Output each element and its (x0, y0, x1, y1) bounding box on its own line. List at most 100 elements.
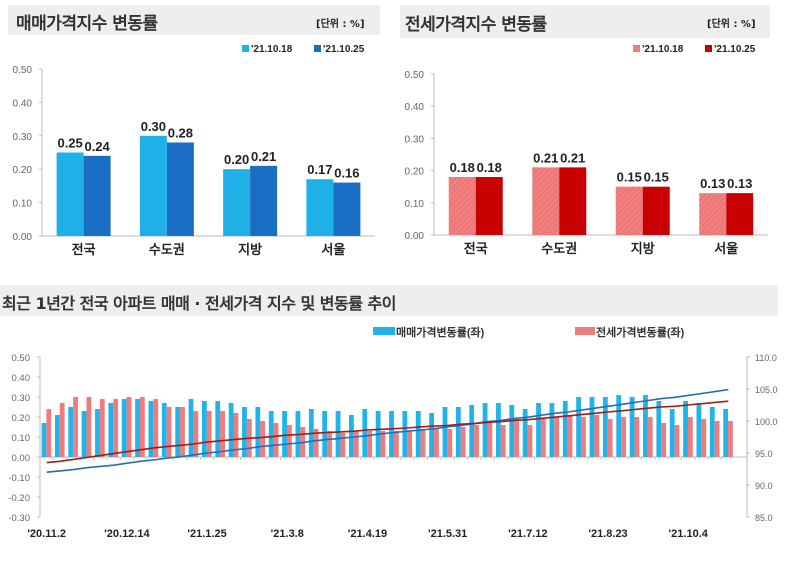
bar-sale-1 (83, 155, 111, 236)
jeonse-change-bar (233, 413, 239, 457)
data-label: 0.24 (84, 139, 110, 154)
sale-change-bar (282, 411, 287, 457)
data-label: 0.17 (307, 162, 332, 177)
sale-change-bar (496, 403, 501, 457)
x-tick-label: '20.12.14 (104, 528, 150, 540)
sale-index-line (46, 388, 729, 473)
category-label: 지방 (631, 241, 655, 256)
data-label: 0.13 (700, 176, 725, 191)
sale-change-bar (589, 397, 595, 457)
jeonse-change-bar (540, 419, 546, 457)
sale-change-bar (522, 409, 528, 457)
jeonse-change-bar (139, 397, 145, 457)
jeonse-change-bar (273, 423, 279, 457)
data-label: 0.28 (168, 125, 193, 140)
jeonse-change-bar (621, 417, 626, 457)
right-y-tick-label: 105.0 (755, 385, 778, 395)
sale-change-bar (81, 411, 87, 457)
left-y-tick-label: 0.20 (12, 413, 31, 424)
y-tick-label: 0.30 (405, 134, 425, 145)
left-y-tick-label: -0.30 (8, 513, 30, 524)
data-label: 0.21 (533, 150, 558, 165)
left-y-tick-label: 0.10 (12, 433, 31, 444)
sale-change-bar (643, 395, 648, 457)
y-tick-label: 0.00 (405, 231, 425, 242)
legend-label: '21.10.18 (251, 44, 293, 55)
legend-swatch-sale (373, 327, 395, 335)
sale-change-bar (148, 401, 154, 457)
x-tick-label: '21.3.8 (271, 528, 304, 540)
left-y-tick-label: 0.00 (12, 453, 31, 464)
x-tick-label: '21.4.19 (348, 528, 387, 540)
sale-change-bar (108, 403, 114, 457)
left-y-tick-label: 0.40 (12, 373, 31, 384)
bar-sale-1 (333, 182, 361, 236)
jeonse-change-bar (113, 399, 119, 457)
jeonse-change-bar (474, 425, 479, 457)
right-y-tick-label: 100.0 (755, 417, 778, 427)
y-tick-label: 0.20 (405, 167, 425, 178)
jeonse-chart-title-bar (400, 5, 770, 38)
sale-change-bar (54, 415, 60, 457)
y-tick-label: 0.40 (405, 102, 425, 113)
jeonse-change-bar (420, 429, 426, 457)
sale-change-bar (215, 401, 221, 457)
left-y-tick-label: -0.20 (8, 493, 30, 504)
sale-change-bar (723, 409, 729, 457)
data-label: 0.30 (141, 119, 166, 134)
x-tick-label: '21.8.23 (588, 528, 627, 540)
bar-sale-0 (306, 179, 334, 236)
jeonse-change-bar (447, 429, 453, 457)
data-label: 0.25 (57, 136, 82, 151)
sale-change-bar (415, 411, 421, 457)
jeonse-change-bar (126, 397, 132, 457)
right-y-tick-label: 95.0 (755, 449, 773, 459)
sale-change-bar (362, 409, 368, 457)
jeonse-change-bar (581, 417, 586, 457)
category-label: 전국 (72, 242, 96, 257)
legend-label: '21.10.25 (323, 44, 365, 55)
bar-jeonse-0 (699, 193, 727, 235)
sale-change-bar (709, 407, 715, 457)
bar-sale-1 (166, 142, 194, 236)
x-tick-label: '21.7.12 (508, 528, 547, 540)
jeonse-change-bar (434, 429, 439, 457)
sale-change-bar (95, 409, 100, 457)
legend-label-sale: 매매가격변동률(좌) (396, 325, 485, 339)
sale-change-bar (562, 401, 568, 457)
right-y-tick-label: 90.0 (755, 481, 773, 491)
sale-change-bar (616, 395, 622, 457)
jeonse-change-bar (661, 423, 667, 457)
right-y-tick-label: 110.0 (755, 353, 777, 363)
sale-change-bar (268, 411, 274, 457)
bar-jeonse-1 (726, 193, 754, 235)
jeonse-change-bar (460, 427, 466, 457)
sale-chart-title-bar (8, 5, 380, 35)
sale-change-bar (68, 407, 74, 457)
jeonse-change-bar (46, 409, 52, 457)
sale-change-bar (696, 403, 702, 457)
jeonse-change-bar (393, 431, 399, 457)
data-label: 0.15 (617, 170, 642, 185)
bar-sale-0 (223, 169, 251, 236)
sale-change-bar (656, 401, 662, 457)
sale-change-bar (201, 401, 207, 457)
sale-change-bar (349, 415, 354, 457)
y-tick-label: 0.50 (13, 65, 33, 76)
sale-change-bar (242, 407, 247, 457)
sale-change-bar (135, 399, 140, 457)
y-tick-label: 0.10 (405, 199, 425, 210)
data-label: 0.18 (450, 160, 475, 175)
jeonse-change-bar (193, 411, 199, 457)
sale-change-bar (429, 413, 435, 457)
sale-change-bar (402, 411, 408, 457)
sale-change-bar (549, 403, 555, 457)
sale-change-bar (175, 407, 181, 457)
sale-change-bar (322, 411, 328, 457)
data-label: 0.21 (251, 149, 276, 164)
jeonse-change-bar (514, 419, 520, 457)
left-y-tick-label: -0.10 (8, 473, 30, 484)
jeonse-change-bar (260, 421, 266, 457)
jeonse-change-bar (634, 417, 640, 457)
sale-change-bar (536, 403, 541, 457)
